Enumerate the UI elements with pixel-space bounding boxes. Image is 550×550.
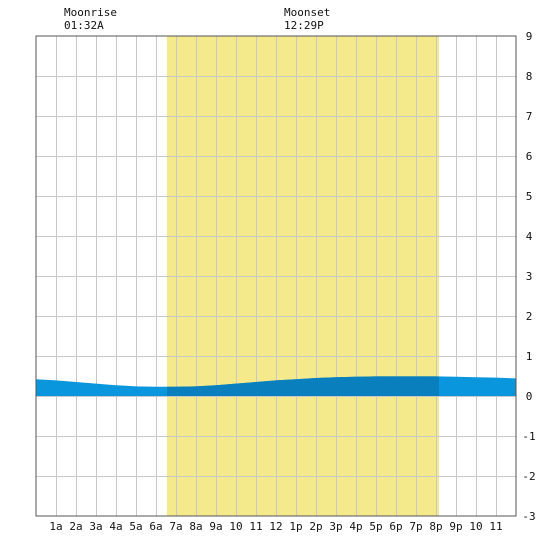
- x-tick-label: 10: [229, 520, 242, 533]
- x-tick-label: 11: [489, 520, 502, 533]
- x-tick-label: 9p: [449, 520, 462, 533]
- moonset-label: Moonset: [284, 6, 330, 19]
- y-tick-label: 4: [526, 230, 533, 243]
- y-tick-label: 5: [526, 190, 533, 203]
- x-tick-label: 6a: [149, 520, 162, 533]
- moonset-time: 12:29P: [284, 19, 324, 32]
- x-tick-label: 4a: [109, 520, 122, 533]
- x-tick-label: 5a: [129, 520, 142, 533]
- y-tick-label: -2: [522, 470, 535, 483]
- x-tick-label: 1a: [49, 520, 62, 533]
- x-tick-label: 5p: [369, 520, 382, 533]
- x-tick-label: 12: [269, 520, 282, 533]
- y-tick-label: 3: [526, 270, 533, 283]
- tide-area-daytime: [167, 376, 439, 396]
- y-tick-label: -1: [522, 430, 535, 443]
- plot-frame: [35, 35, 517, 517]
- y-tick-label: -3: [522, 510, 535, 523]
- x-tick-label: 2p: [309, 520, 322, 533]
- x-tick-label: 9a: [209, 520, 222, 533]
- x-tick-label: 7a: [169, 520, 182, 533]
- moonrise-time: 01:32A: [64, 19, 104, 32]
- x-tick-label: 4p: [349, 520, 362, 533]
- y-tick-label: 7: [526, 110, 533, 123]
- y-tick-label: 1: [526, 350, 533, 363]
- x-tick-label: 3a: [89, 520, 102, 533]
- y-tick-label: 9: [526, 30, 533, 43]
- x-tick-label: 8a: [189, 520, 202, 533]
- x-tick-label: 3p: [329, 520, 342, 533]
- y-tick-label: 8: [526, 70, 533, 83]
- x-tick-label: 1p: [289, 520, 302, 533]
- x-tick-label: 7p: [409, 520, 422, 533]
- y-tick-label: 6: [526, 150, 533, 163]
- x-tick-label: 11: [249, 520, 262, 533]
- moonrise-label: Moonrise: [64, 6, 117, 19]
- y-tick-label: 2: [526, 310, 533, 323]
- x-tick-label: 2a: [69, 520, 82, 533]
- x-tick-label: 8p: [429, 520, 442, 533]
- x-tick-label: 10: [469, 520, 482, 533]
- x-tick-label: 6p: [389, 520, 402, 533]
- y-tick-label: 0: [526, 390, 533, 403]
